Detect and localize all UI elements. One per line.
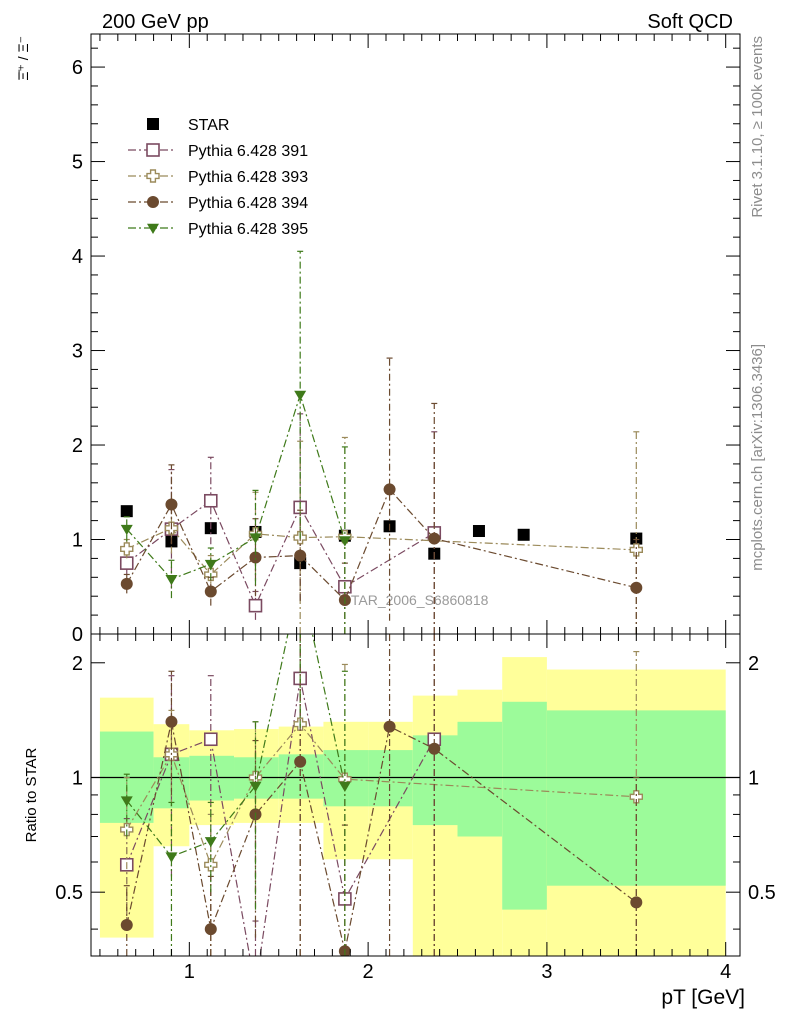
series-line [126, 392, 346, 580]
ratio-inner-band [457, 721, 503, 837]
ratio-panel: 0.5 0.5 1 1 2 2 1 2 3 4 Ratio to STAR [23, 633, 776, 994]
main-y-tick-label: 4 [72, 246, 83, 268]
data-point-open-square [119, 556, 134, 570]
ratio-y-tick-label: 2 [72, 653, 83, 675]
data-point-triangle [165, 574, 178, 586]
x-tick-label: 2 [363, 961, 374, 983]
ratio-y-tick-label: 0.5 [55, 882, 83, 904]
data-point-circle [630, 581, 643, 594]
data-point-triangle [338, 781, 351, 792]
data-point-circle [120, 577, 133, 590]
ratio-y-tick-label: 2 [748, 653, 759, 675]
data-point-circle [120, 919, 133, 932]
data-point-square [472, 525, 485, 538]
legend-label: Pythia 6.428 391 [188, 143, 308, 160]
data-point-circle [204, 585, 217, 598]
series-pythia-6-428-395 [120, 634, 351, 956]
data-point-triangle [120, 796, 133, 807]
header-left-label: 200 GeV pp [102, 11, 209, 33]
legend-entry: Pythia 6.428 394 [128, 195, 308, 212]
series-star [120, 505, 643, 570]
x-tick-label: 1 [184, 961, 195, 983]
data-point-triangle [147, 223, 159, 234]
x-tick-label: 4 [720, 961, 731, 983]
series-line [126, 499, 435, 608]
ratio-y-tick-label: 1 [72, 767, 83, 789]
data-point-circle [294, 755, 307, 768]
data-point-triangle [249, 533, 262, 544]
main-y-tick-label: 2 [72, 435, 83, 457]
legend-entry: STAR [147, 117, 229, 134]
legend-entry: Pythia 6.428 391 [128, 143, 308, 160]
legend-entry: Pythia 6.428 393 [128, 169, 308, 186]
data-point-open-square [203, 493, 218, 508]
data-point-triangle [204, 837, 217, 848]
main-y-axis-label: Ξ̄⁺ / Ξ⁻ [15, 36, 31, 81]
data-point-circle [249, 551, 262, 564]
ratio-inner-band [502, 701, 547, 910]
ratio-y-tick-label: 0.5 [748, 882, 776, 904]
x-tick-label: 3 [541, 961, 552, 983]
legend-label: Pythia 6.428 394 [188, 195, 308, 212]
data-point-circle [428, 742, 441, 755]
data-point-triangle [120, 524, 133, 536]
data-point-triangle [204, 559, 217, 571]
watermark-label: STAR_2006_S6860818 [342, 592, 489, 608]
main-y-tick-label: 1 [72, 530, 83, 552]
series-line [126, 488, 637, 602]
data-point-circle [630, 896, 643, 909]
data-point-open-square [249, 982, 261, 994]
data-point-square [517, 528, 530, 541]
series-line [126, 634, 346, 858]
series-pythia-6-428-395 [120, 250, 351, 634]
data-point-circle [428, 532, 441, 545]
data-point-circle [165, 715, 178, 728]
data-point-open-cross [204, 858, 218, 872]
rivet-version-label: Rivet 3.1.10, ≥ 100k events [749, 36, 766, 218]
data-point-circle [204, 923, 217, 936]
data-point-open-square [248, 598, 263, 613]
data-point-circle [383, 483, 396, 496]
data-point-square [147, 118, 159, 130]
ratio-y-axis-label: Ratio to STAR [23, 747, 40, 842]
main-y-tick-label: 0 [72, 624, 83, 646]
data-point-triangle [165, 852, 178, 863]
legend: STAR Pythia 6.428 391 Pythia 6.428 393 Pyth… [128, 117, 308, 238]
data-point-circle [294, 549, 307, 562]
data-point-circle [165, 498, 178, 511]
main-y-tick-label: 3 [72, 341, 83, 363]
data-point-open-cross [629, 790, 644, 804]
data-point-triangle [338, 536, 351, 547]
data-point-open-cross [629, 543, 644, 557]
data-point-circle [147, 196, 159, 208]
data-point-triangle [249, 781, 262, 792]
data-point-square [120, 505, 133, 518]
data-point-open-square [146, 143, 160, 157]
data-point-open-square [203, 732, 218, 747]
mcplots-url-label: mcplots.cern.ch [arXiv:1306.3436] [749, 344, 766, 571]
main-panel: STAR_2006_S6860818 0 1 2 3 4 5 6 Ξ̄⁺ / Ξ⁻ STAR… [15, 33, 741, 646]
data-point-open-cross [146, 169, 160, 183]
legend-entry: Pythia 6.428 395 [128, 221, 308, 238]
data-point-triangle [294, 390, 307, 401]
x-axis-label: pT [GeV] [661, 986, 745, 1009]
header-right-label: Soft QCD [647, 11, 733, 33]
legend-label: Pythia 6.428 393 [188, 169, 308, 186]
main-y-tick-label: 6 [72, 57, 83, 79]
data-point-open-cross [120, 542, 134, 556]
main-y-tick-label: 5 [72, 152, 83, 174]
legend-label: STAR [188, 117, 229, 134]
data-point-circle [383, 720, 396, 733]
series-pythia-6-428-394 [120, 357, 643, 634]
ratio-y-tick-label: 1 [748, 767, 759, 789]
legend-label: Pythia 6.428 395 [188, 221, 308, 238]
ratio-inner-band [189, 755, 235, 801]
